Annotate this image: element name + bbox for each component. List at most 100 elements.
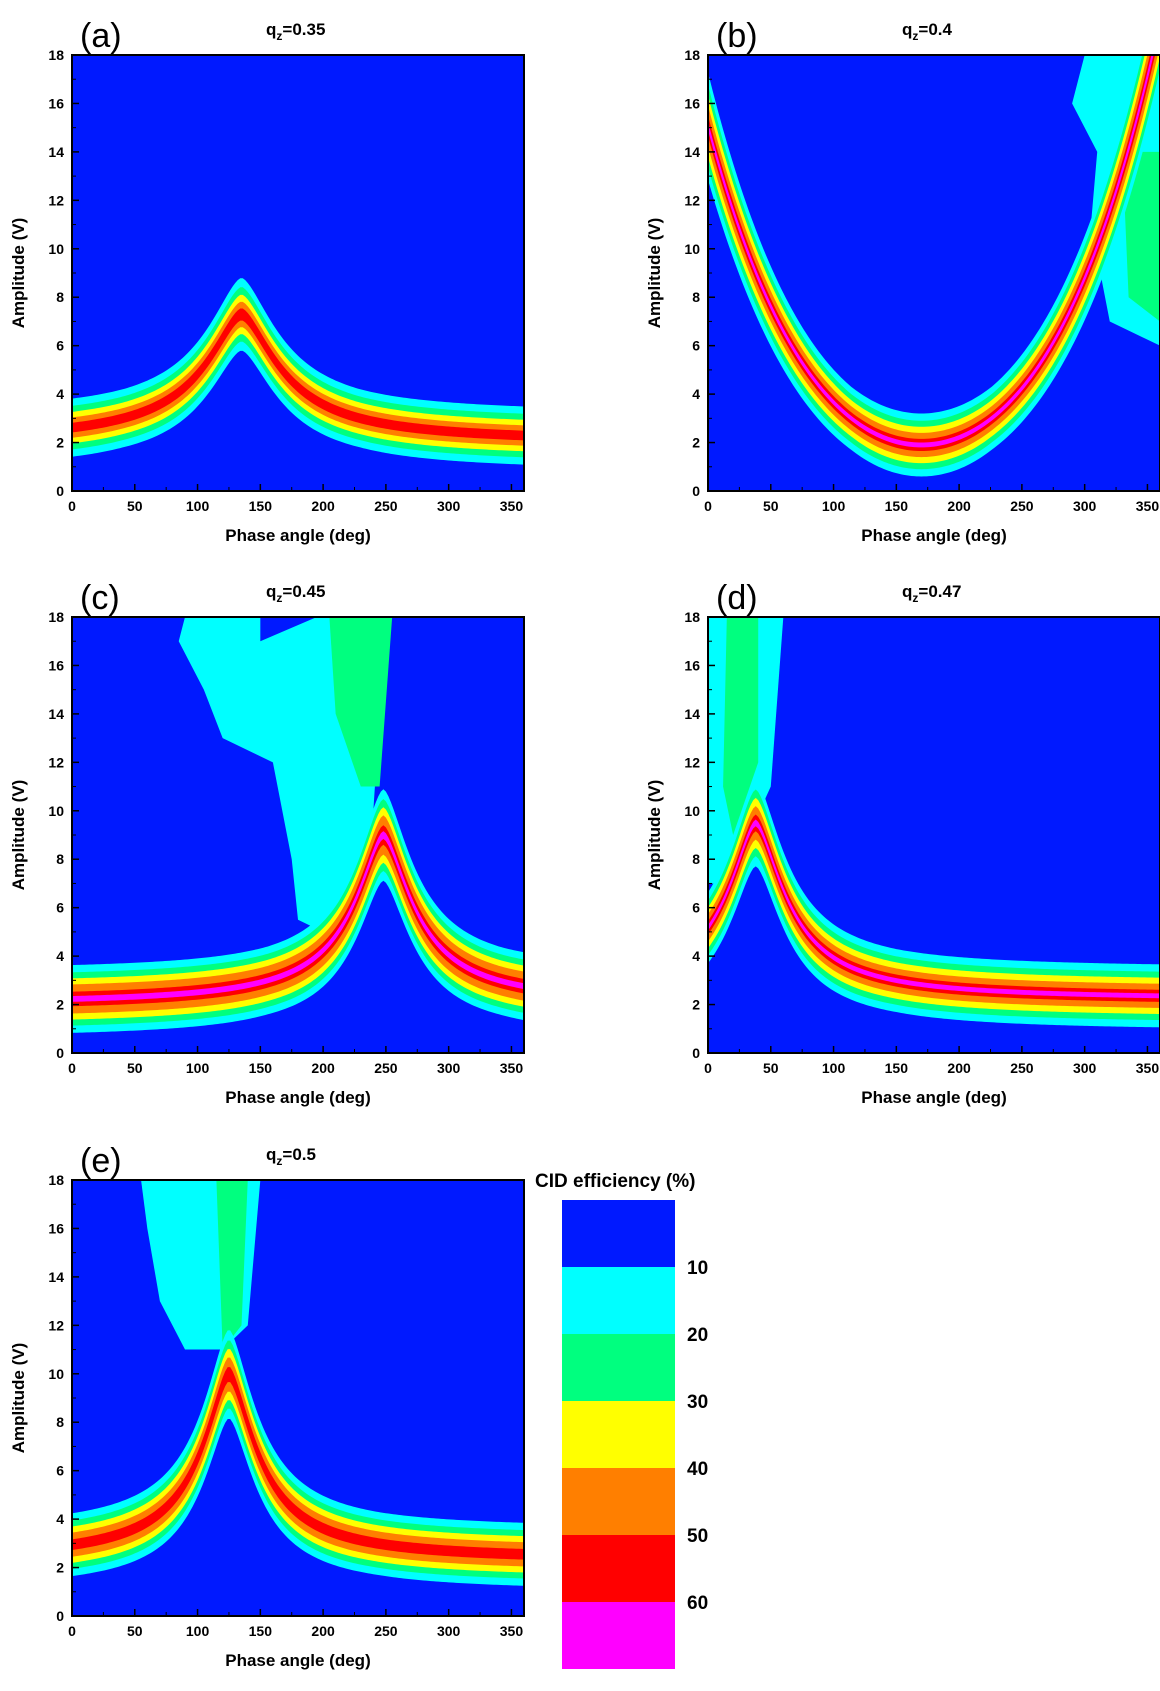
y-tick-label: 12 (48, 192, 64, 208)
panel-letter: (e) (80, 1142, 122, 1180)
region-20-30 (1122, 151, 1160, 322)
x-tick-label: 50 (127, 1623, 143, 1639)
contour-level-3 (72, 294, 524, 452)
y-axis-title: Amplitude (V) (9, 1343, 28, 1454)
contour-level-5 (72, 1367, 524, 1560)
panel-title: qz=0.35 (266, 20, 325, 43)
x-tick-label: 350 (1136, 498, 1160, 514)
x-tick-label: 0 (68, 1060, 76, 1076)
y-tick-label: 14 (48, 706, 64, 722)
plot-area (72, 617, 524, 1053)
region-20-30 (329, 617, 393, 787)
y-tick-label: 0 (692, 483, 700, 499)
colorbar-swatch (562, 1200, 675, 1267)
panel-e: 0 50 100 150 200 250 300 350 0 2 4 6 8 10 12 14 16 18 Phas… (9, 1142, 525, 1670)
region-20-30 (723, 617, 759, 835)
y-tick-label: 8 (56, 289, 64, 305)
colorbar-label: 10 (687, 1258, 708, 1279)
y-tick-label: 16 (48, 1220, 64, 1236)
x-axis-title: Phase angle (deg) (861, 1088, 1006, 1107)
y-tick-label: 8 (56, 851, 64, 867)
colorbar-swatch (562, 1334, 675, 1401)
y-tick-label: 6 (692, 338, 700, 354)
contour-level-5 (708, 55, 1156, 452)
y-tick-label: 12 (684, 192, 700, 208)
contour-level-6 (72, 831, 524, 1002)
y-tick-label: 6 (56, 338, 64, 354)
y-tick-label: 18 (48, 1172, 64, 1188)
y-tick-label: 16 (48, 95, 64, 111)
panel-title: qz=0.47 (902, 582, 961, 605)
y-tick-label: 2 (56, 435, 64, 451)
y-tick-label: 16 (684, 95, 700, 111)
y-tick-label: 8 (692, 851, 700, 867)
y-tick-label: 16 (48, 657, 64, 673)
x-tick-label: 150 (885, 498, 909, 514)
x-tick-label: 300 (437, 1623, 461, 1639)
x-tick-label: 300 (1073, 1060, 1097, 1076)
x-tick-label: 100 (186, 498, 210, 514)
y-tick-label: 14 (48, 144, 64, 160)
x-tick-label: 100 (822, 1060, 846, 1076)
colorbar-label: 20 (687, 1325, 708, 1346)
x-tick-label: 150 (249, 1060, 273, 1076)
y-tick-label: 16 (684, 657, 700, 673)
plot-area (708, 617, 1160, 1053)
panel-letter: (d) (716, 579, 758, 617)
x-tick-label: 100 (186, 1060, 210, 1076)
x-axis-title: Phase angle (deg) (225, 526, 370, 545)
x-tick-label: 0 (68, 498, 76, 514)
y-tick-label: 4 (56, 948, 64, 964)
x-tick-label: 350 (500, 1623, 524, 1639)
y-axis-title: Amplitude (V) (9, 218, 28, 329)
y-tick-label: 2 (56, 1560, 64, 1576)
y-axis-title: Amplitude (V) (645, 218, 664, 329)
panel-letter: (b) (716, 17, 758, 55)
x-tick-label: 200 (947, 1060, 971, 1076)
y-tick-label: 0 (56, 483, 64, 499)
x-tick-label: 200 (311, 498, 335, 514)
y-tick-label: 2 (56, 997, 64, 1013)
colorbar-swatch (562, 1535, 675, 1602)
y-tick-label: 8 (692, 289, 700, 305)
y-tick-label: 18 (48, 609, 64, 625)
y-tick-label: 2 (692, 997, 700, 1013)
y-tick-label: 10 (48, 1366, 64, 1382)
y-tick-label: 14 (48, 1269, 64, 1285)
y-tick-label: 0 (56, 1045, 64, 1061)
panel-title: qz=0.45 (266, 582, 325, 605)
panel-letter: (a) (80, 17, 122, 55)
x-tick-label: 250 (374, 1060, 398, 1076)
x-tick-label: 300 (1073, 498, 1097, 514)
y-tick-label: 10 (684, 803, 700, 819)
y-tick-label: 14 (684, 144, 700, 160)
colorbar-label: 60 (687, 1593, 708, 1614)
region-20-30 (216, 1180, 248, 1350)
y-tick-label: 18 (48, 47, 64, 63)
x-tick-label: 250 (1010, 1060, 1034, 1076)
y-tick-label: 12 (48, 754, 64, 770)
colorbar: CID efficiency (%) 10 20 30 40 50 60 (535, 1171, 708, 1669)
panel-b: 0 50 100 150 200 250 300 350 0 2 4 6 8 10 12 14 16 18 Phas… (645, 17, 1160, 545)
x-tick-label: 300 (437, 1060, 461, 1076)
y-tick-label: 12 (48, 1317, 64, 1333)
x-tick-label: 150 (885, 1060, 909, 1076)
y-tick-label: 18 (684, 47, 700, 63)
colorbar-label: 50 (687, 1526, 708, 1547)
region-10-20 (178, 617, 386, 932)
plot-area (72, 1180, 524, 1616)
y-tick-label: 6 (56, 900, 64, 916)
colorbar-title: CID efficiency (%) (535, 1171, 695, 1192)
y-tick-label: 0 (692, 1045, 700, 1061)
colorbar-swatch (562, 1401, 675, 1468)
colorbar-label: 30 (687, 1392, 708, 1413)
x-tick-label: 150 (249, 498, 273, 514)
y-tick-label: 4 (56, 386, 64, 402)
contour-level-4 (708, 806, 1160, 1008)
x-tick-label: 100 (822, 498, 846, 514)
x-axis-title: Phase angle (deg) (861, 526, 1006, 545)
x-tick-label: 50 (763, 1060, 779, 1076)
x-tick-label: 100 (186, 1623, 210, 1639)
colorbar-swatch (562, 1602, 675, 1669)
colorbar-swatch (562, 1267, 675, 1334)
